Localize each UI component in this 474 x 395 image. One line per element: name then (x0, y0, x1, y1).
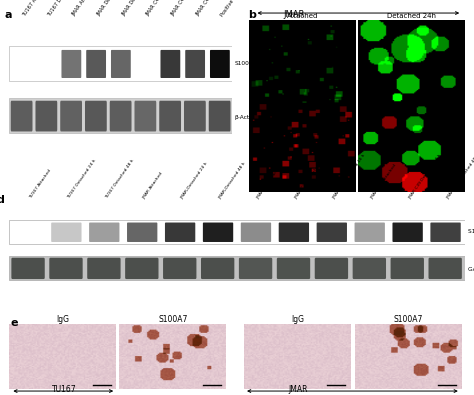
FancyBboxPatch shape (51, 222, 82, 242)
FancyBboxPatch shape (317, 222, 347, 242)
Text: JMAR C39 Detached 24 h: JMAR C39 Detached 24 h (408, 153, 442, 200)
FancyBboxPatch shape (110, 101, 131, 132)
Text: JMAR: JMAR (289, 385, 309, 394)
FancyBboxPatch shape (239, 258, 272, 279)
FancyBboxPatch shape (392, 222, 423, 242)
FancyBboxPatch shape (428, 258, 462, 279)
Text: TU167 Attached: TU167 Attached (28, 169, 52, 200)
Bar (9, 220, 465, 244)
FancyBboxPatch shape (210, 50, 230, 78)
Bar (9, 256, 465, 280)
Text: S100A7(11.4kDa): S100A7(11.4kDa) (234, 61, 286, 66)
Text: S100A7 mRNA: S100A7 mRNA (467, 229, 474, 234)
Text: JMAR C42Detached 48h: JMAR C42Detached 48h (195, 0, 233, 17)
Text: JMAR,Detached 24 h: JMAR,Detached 24 h (180, 161, 209, 200)
Text: JMAR,Detached 48 h: JMAR,Detached 48 h (218, 161, 247, 200)
FancyBboxPatch shape (159, 101, 181, 132)
FancyBboxPatch shape (11, 258, 45, 279)
FancyBboxPatch shape (62, 50, 81, 78)
Text: b: b (248, 10, 256, 20)
FancyBboxPatch shape (353, 258, 386, 279)
FancyBboxPatch shape (430, 222, 461, 242)
Text: a: a (5, 11, 12, 21)
Title: S100A7: S100A7 (158, 315, 187, 324)
FancyBboxPatch shape (85, 101, 107, 132)
FancyBboxPatch shape (203, 222, 233, 242)
FancyBboxPatch shape (277, 258, 310, 279)
Text: JMAR C39 Attached: JMAR C39 Attached (370, 163, 397, 200)
FancyBboxPatch shape (127, 222, 157, 242)
Text: TU167 Detached 24 h: TU167 Detached 24 h (66, 159, 97, 200)
FancyBboxPatch shape (391, 258, 424, 279)
Text: GAPDH mRNA: GAPDH mRNA (467, 267, 474, 272)
Title: IgG: IgG (56, 315, 69, 324)
Text: e: e (10, 318, 18, 328)
Title: S100A7: S100A7 (393, 315, 422, 324)
FancyBboxPatch shape (87, 258, 120, 279)
Text: JMAR: JMAR (283, 10, 305, 19)
FancyBboxPatch shape (165, 222, 195, 242)
FancyBboxPatch shape (36, 101, 57, 132)
FancyBboxPatch shape (279, 222, 309, 242)
Text: d: d (0, 195, 4, 205)
FancyBboxPatch shape (11, 101, 33, 132)
FancyBboxPatch shape (209, 101, 230, 132)
Text: JMAR Detached 24h: JMAR Detached 24h (96, 0, 128, 17)
Text: JMAR Attached: JMAR Attached (142, 171, 164, 200)
Text: JMAR Attached: JMAR Attached (72, 0, 97, 17)
Title: Detached 24h: Detached 24h (387, 13, 436, 19)
FancyBboxPatch shape (184, 101, 206, 132)
Text: JMAR C42Detached 24h: JMAR C42Detached 24h (170, 0, 209, 17)
FancyBboxPatch shape (111, 50, 131, 78)
FancyBboxPatch shape (60, 101, 82, 132)
Text: TU167 Detached 24h: TU167 Detached 24h (46, 0, 81, 17)
Text: TU167: TU167 (52, 385, 76, 394)
FancyBboxPatch shape (241, 222, 271, 242)
Text: β-Actin: β-Actin (234, 115, 255, 120)
FancyBboxPatch shape (49, 258, 82, 279)
Text: JMAR Detached 48h: JMAR Detached 48h (121, 0, 154, 17)
Text: JMAR C39 Detached 48 h: JMAR C39 Detached 48 h (446, 153, 474, 200)
FancyBboxPatch shape (315, 258, 348, 279)
Text: TU167 Attached: TU167 Attached (22, 0, 49, 17)
Text: Positive Control: Positive Control (220, 0, 246, 17)
FancyBboxPatch shape (161, 50, 180, 78)
Title: Attached: Attached (286, 13, 318, 19)
Text: c: c (248, 96, 255, 105)
Text: JMAR C42 Attached: JMAR C42 Attached (256, 163, 283, 200)
Text: JMAR C42 Detached 48 h: JMAR C42 Detached 48 h (332, 153, 366, 200)
FancyBboxPatch shape (163, 258, 196, 279)
FancyBboxPatch shape (125, 258, 158, 279)
Text: JMAR C42 Detached 24 h: JMAR C42 Detached 24 h (294, 153, 328, 200)
FancyBboxPatch shape (355, 222, 385, 242)
FancyBboxPatch shape (185, 50, 205, 78)
Title: IgG: IgG (291, 315, 304, 324)
FancyBboxPatch shape (86, 50, 106, 78)
FancyBboxPatch shape (89, 222, 119, 242)
FancyBboxPatch shape (201, 258, 234, 279)
Bar (9, 98, 232, 133)
Text: JMAR C42Attached: JMAR C42Attached (146, 0, 176, 17)
FancyBboxPatch shape (135, 101, 156, 132)
Text: TU167 Detached 48 h: TU167 Detached 48 h (104, 159, 135, 200)
Bar (9, 46, 232, 81)
